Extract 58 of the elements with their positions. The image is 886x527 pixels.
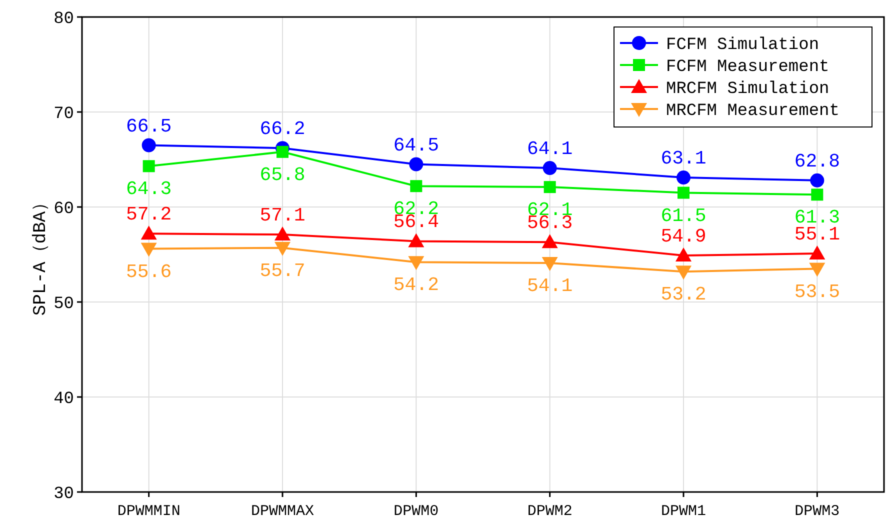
legend-label: MRCFM Measurement — [666, 102, 840, 121]
y-tick-label: 30 — [54, 485, 74, 504]
point — [142, 160, 155, 172]
y-tick-label: 70 — [54, 105, 74, 124]
data-label: 57.2 — [126, 204, 172, 226]
data-label: 54.9 — [660, 225, 706, 248]
point — [678, 186, 690, 199]
x-tick-label: DPWM3 — [794, 503, 840, 520]
data-label: 64.1 — [527, 138, 573, 160]
legend-label: FCFM Simulation — [666, 36, 820, 55]
data-label: 64.3 — [126, 178, 172, 200]
x-tick-label: DPWM1 — [660, 503, 706, 520]
point — [809, 262, 826, 277]
point — [811, 188, 824, 201]
point — [140, 242, 157, 257]
point — [140, 226, 157, 240]
point — [276, 146, 288, 158]
data-label: 53.2 — [660, 284, 706, 306]
point — [408, 233, 424, 248]
point — [274, 226, 290, 241]
point — [142, 138, 156, 152]
x-tick-label: DPWM0 — [394, 503, 439, 520]
data-label: 63.1 — [660, 148, 706, 170]
data-label: 61.5 — [660, 204, 706, 227]
data-label: 62.8 — [794, 150, 840, 172]
data-label: 66.2 — [260, 118, 306, 140]
data-label: 64.5 — [393, 134, 439, 156]
legend-label: MRCFM Simulation — [666, 80, 830, 99]
data-label: 53.5 — [794, 280, 840, 303]
data-label: 65.8 — [260, 164, 306, 186]
y-tick-label: 40 — [54, 390, 74, 409]
y-tick-label: 50 — [54, 295, 74, 314]
point — [676, 170, 690, 185]
data-label: 55.6 — [126, 260, 172, 283]
point — [274, 242, 290, 256]
data-label: 54.1 — [527, 275, 573, 298]
point — [676, 266, 692, 280]
y-tick-label: 80 — [54, 10, 74, 29]
y-axis-title: SPL-A（dBA） — [31, 193, 51, 316]
point — [409, 157, 424, 172]
point — [542, 234, 558, 248]
data-label: 57.1 — [260, 204, 306, 227]
point — [809, 246, 826, 260]
legend-label: FCFM Measurement — [666, 58, 830, 77]
x-tick-label: DPWM2 — [527, 503, 572, 520]
point — [410, 180, 422, 192]
point — [542, 257, 558, 272]
x-tick-label: DPWMMAX — [250, 503, 314, 520]
data-label: 55.7 — [260, 260, 306, 282]
data-label: 66.5 — [126, 115, 172, 138]
data-label: 54.2 — [393, 274, 439, 296]
point — [544, 181, 556, 194]
point — [810, 173, 824, 188]
point — [542, 161, 557, 176]
y-tick-label: 60 — [54, 200, 74, 219]
point — [408, 256, 424, 270]
data-label: 55.1 — [794, 224, 840, 246]
x-tick-label: DPWMMIN — [117, 503, 180, 520]
